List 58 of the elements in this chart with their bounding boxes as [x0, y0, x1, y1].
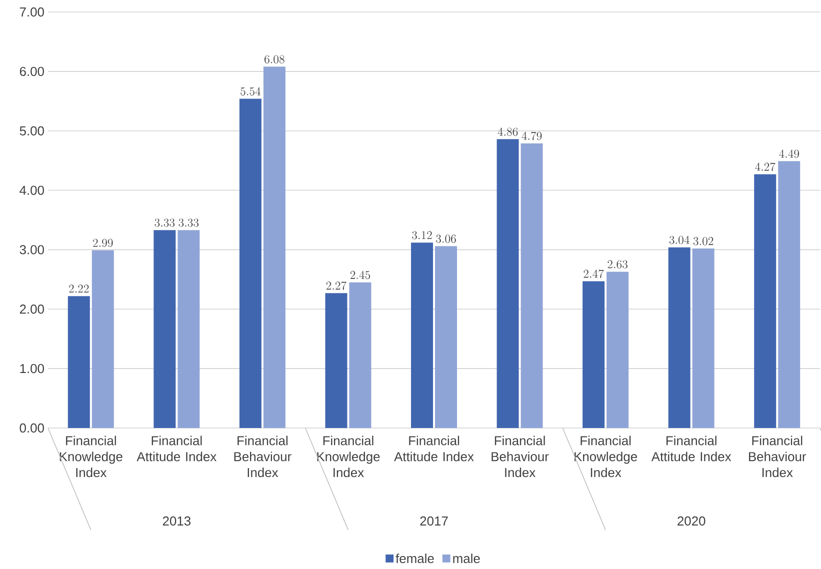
data-label: 2.63 — [608, 260, 628, 268]
x-tick-label: Financial Attitude Index — [394, 436, 474, 462]
bar — [435, 246, 457, 428]
x-tick-label: Financial Knowledge Index — [317, 436, 380, 478]
data-label: 4.86 — [498, 128, 518, 136]
y-tick-label: 1.00 — [20, 364, 44, 374]
legend-label: male — [453, 554, 480, 564]
bar — [349, 282, 372, 428]
bar — [154, 230, 176, 428]
text: 2020 — [678, 516, 706, 526]
bar — [496, 139, 519, 428]
bar — [606, 272, 629, 428]
y-tick-label: 7.00 — [20, 7, 44, 17]
data-label: 4.49 — [779, 150, 800, 158]
bar — [239, 98, 262, 428]
text: 2013 — [162, 516, 191, 526]
data-label: 4.27 — [755, 162, 776, 171]
data-label: 3.33 — [178, 218, 199, 227]
bar — [582, 281, 605, 428]
data-label: 4.79 — [522, 132, 542, 140]
x-tick-label: Financial Knowledge Index — [60, 436, 122, 478]
legend-label: female — [396, 554, 434, 564]
data-label: 3. 12 — [412, 231, 432, 240]
x-tick-label: Financial Behaviour Index — [234, 436, 292, 478]
x-tick-label: Financial Behaviour Index — [492, 436, 549, 478]
y-tick-label: 3.00 — [20, 245, 44, 254]
bar — [178, 230, 200, 428]
data-label: 5.54 — [240, 87, 261, 96]
bar — [68, 296, 90, 428]
text: 2017 — [420, 516, 448, 526]
y-tick-label: 0.00 — [20, 423, 44, 433]
bar — [778, 161, 800, 428]
y-tick-label: 5.00 — [20, 126, 44, 136]
bar — [411, 242, 434, 428]
x-tick-label: Financial Knowledge Index — [574, 436, 638, 478]
x-tick-label: Financial Attitude Index — [136, 436, 216, 462]
data-label: 3.02 — [693, 237, 714, 246]
y-tick-label: 6.00 — [20, 66, 44, 76]
bar — [263, 66, 286, 428]
data-label: 2.27 — [326, 282, 346, 290]
data-label: 3.04 — [669, 236, 690, 244]
bar — [692, 248, 714, 428]
y-tick-label: 2.00 — [20, 304, 44, 314]
data-label: 3.33 — [154, 218, 175, 227]
y-tick-label: 4.00 — [20, 186, 44, 195]
data-label: 2.99 — [93, 238, 113, 248]
data-label: 2.22 — [69, 284, 89, 293]
x-tick-label: Financial Behaviour Index — [749, 436, 806, 478]
data-label: 2.45 — [350, 270, 370, 280]
bar — [668, 247, 690, 428]
bar — [325, 293, 348, 428]
x-tick-label: Financial Attitude Index — [651, 436, 732, 462]
data-label: 2.47 — [584, 270, 604, 278]
data-label: 6.08 — [264, 55, 284, 64]
bar — [520, 143, 543, 428]
bar — [754, 174, 776, 428]
bar — [92, 250, 114, 428]
data-label: 3.06 — [436, 234, 456, 243]
